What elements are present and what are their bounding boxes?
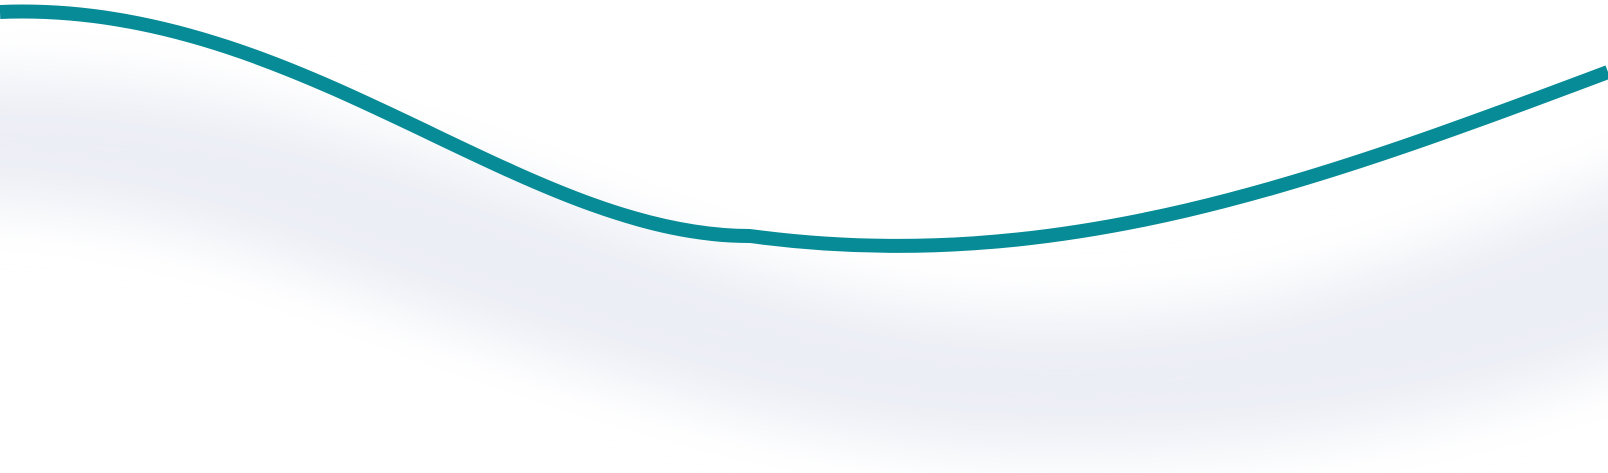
- wave-shadow: [0, 77, 1608, 452]
- wave-line: [0, 4, 1608, 253]
